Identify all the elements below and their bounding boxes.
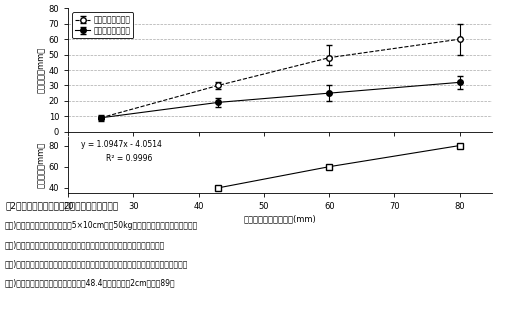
Text: y = 1.0947x - 4.0514: y = 1.0947x - 4.0514 xyxy=(81,140,162,149)
Text: 注４)圃場は多湿黒ボク土、土壌含水比48.4％、碕土率（2cm以下）89％: 注４)圃場は多湿黒ボク土、土壌含水比48.4％、碕土率（2cm以下）89％ xyxy=(5,279,176,288)
Text: 図2　播種床の矩形板沈下量と播種深さの関係: 図2 播種床の矩形板沈下量と播種深さの関係 xyxy=(5,201,118,210)
Text: 注１)矩形板沈下量は、矩形板（5×10cm）に50kgの垂直荷重を加えた時の沈下量: 注１)矩形板沈下量は、矩形板（5×10cm）に50kgの垂直荷重を加えた時の沈下… xyxy=(5,221,198,230)
Text: 注３)播種床の硭さ（矩形板沈下量）は、縦軸回転ハローの鸽圧輪強度を変えて設定した: 注３)播種床の硭さ（矩形板沈下量）は、縦軸回転ハローの鸽圧輪強度を変えて設定した xyxy=(5,259,188,268)
Y-axis label: 足跡深さ（mm）: 足跡深さ（mm） xyxy=(37,142,46,188)
Text: 注２)足跡深さは、人が片足のかかとに全体重をかけて踏み込んだ時の沈下量: 注２)足跡深さは、人が片足のかかとに全体重をかけて踏み込んだ時の沈下量 xyxy=(5,240,165,249)
X-axis label: 播種前の矩形板沈下量(mm): 播種前の矩形板沈下量(mm) xyxy=(244,214,317,223)
Y-axis label: 播種深さ（mm）: 播種深さ（mm） xyxy=(37,47,46,93)
Legend: カルチパッ鸽圧前, カルチパッ鸽圧後: カルチパッ鸽圧前, カルチパッ鸽圧後 xyxy=(72,12,133,38)
Text: R² = 0.9996: R² = 0.9996 xyxy=(107,154,153,163)
